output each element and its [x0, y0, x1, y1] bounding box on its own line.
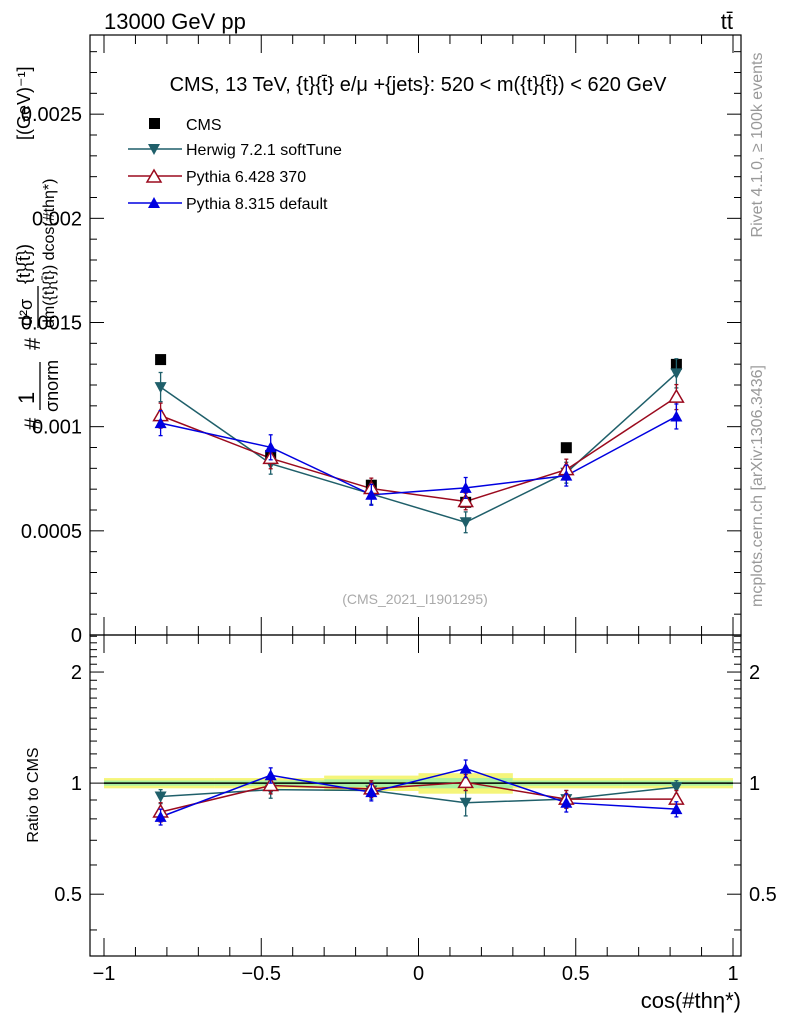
ylabel-d2sigma: d²σ — [16, 299, 36, 326]
main-point-pythia-8-315-default — [365, 488, 378, 500]
x-tick-label: 0.5 — [562, 963, 590, 985]
main-series-layer — [152, 354, 685, 534]
energy-label: 13000 GeV pp — [104, 9, 246, 34]
main-point-pythia-8-315-default — [154, 417, 167, 429]
main-axis-ticks: 0.0005 0.001 0.0015 0.002 0.0025 0 — [21, 35, 741, 647]
process-label: tt̄ — [721, 9, 733, 34]
main-point-cms — [560, 442, 572, 454]
mcplots-label: mcplots.cern.ch [arXiv:1306.3436] — [749, 365, 766, 607]
main-point-pythia-8-315-default — [560, 469, 573, 481]
ratio-point-herwig-7-2-1-softtune — [670, 782, 683, 794]
x-tick-label: 0 — [413, 963, 424, 985]
ratio-series-line-pythia-6-428-370 — [160, 781, 677, 813]
main-point-herwig-7-2-1-softtune — [459, 517, 472, 529]
ratio-y-axis-label: Ratio to CMS — [25, 747, 42, 842]
ratio-y-tick-label-right: 0.5 — [749, 884, 777, 906]
legend-label-pythia8: Pythia 8.315 default — [186, 196, 328, 213]
legend-label-cms: CMS — [186, 117, 222, 134]
ylabel-one: 1 — [14, 392, 39, 404]
ylabel-hash-1: # — [20, 417, 45, 430]
main-point-cms — [155, 354, 167, 366]
legend-item-herwig: Herwig 7.2.1 softTune — [128, 142, 342, 159]
main-series-line-pythia-6-428-370 — [160, 396, 677, 503]
ratio-y-tick-label-left: 0.5 — [54, 884, 82, 906]
legend-item-pythia8: Pythia 8.315 default — [128, 196, 328, 213]
main-point-pythia-6-428-370 — [668, 388, 685, 403]
ratio-y-tick-label-left: 2 — [71, 662, 82, 684]
ratio-axis-ticks: 0.5 0.5 1 1 2 2 −1 −0.5 0 0.5 1 — [54, 635, 777, 985]
ylabel-ttbar: {t}{t̄}) — [14, 244, 34, 284]
ratio-point-herwig-7-2-1-softtune — [154, 791, 167, 803]
ratio-point-pythia-6-428-370 — [262, 777, 279, 792]
main-y-tick-label: 0.002 — [32, 208, 82, 230]
main-y-tick-label: 0.0015 — [21, 313, 82, 335]
main-point-pythia-8-315-default — [459, 481, 472, 493]
ratio-point-pythia-8-315-default — [670, 803, 683, 815]
x-tick-label: −1 — [93, 963, 116, 985]
legend-item-pythia6: Pythia 6.428 370 — [128, 168, 306, 186]
ratio-y-tick-label-right: 1 — [749, 773, 760, 795]
legend-marker-cms — [149, 118, 160, 129]
ratio-series-layer — [152, 759, 685, 826]
analysis-watermark: (CMS_2021_I1901295) — [342, 591, 488, 607]
ylabel-hash-2: # — [20, 337, 45, 350]
main-point-herwig-7-2-1-softtune — [154, 382, 167, 394]
main-point-pythia-8-315-default — [264, 441, 277, 453]
main-y-tick-label: 0.001 — [32, 417, 82, 439]
x-axis-label: cos(#thη*) — [641, 988, 741, 1013]
ylabel-denominator: dm({t}{t̄}) dcos(#thη*) — [41, 179, 58, 328]
x-tick-label: −0.5 — [242, 963, 281, 985]
legend-item-cms: CMS — [149, 117, 222, 134]
legend-label-herwig: Herwig 7.2.1 softTune — [186, 142, 342, 159]
ratio-plot-frame — [89, 634, 742, 957]
ratio-point-pythia-8-315-default — [154, 810, 167, 822]
ratio-series-line-herwig-7-2-1-softtune — [160, 786, 677, 804]
ratio-point-pythia-8-315-default — [560, 796, 573, 808]
chart-title: CMS, 13 TeV, {t}{t̄} e/μ +{jets}: 520 < … — [170, 74, 668, 96]
ylabel-units: [(GeV)⁻¹] — [14, 66, 34, 140]
main-point-pythia-8-315-default — [670, 410, 683, 422]
x-tick-label: 1 — [727, 963, 738, 985]
legend: CMS Herwig 7.2.1 softTune Pythia 6.428 3… — [128, 117, 342, 213]
main-y-axis-label: # 1 σnorm # d²σ dm({t}{t̄}) dcos(#thη*) … — [14, 66, 62, 430]
main-y-tick-label: 0.0025 — [21, 104, 82, 126]
main-point-pythia-6-428-370 — [457, 492, 474, 508]
ratio-y-tick-label-right: 2 — [749, 662, 760, 684]
ratio-point-pythia-8-315-default — [459, 762, 472, 774]
ratio-point-pythia-8-315-default — [264, 769, 277, 781]
ratio-series-line-pythia-8-315-default — [160, 767, 677, 818]
ylabel-sigma-norm: σnorm — [42, 360, 62, 412]
main-point-herwig-7-2-1-softtune — [670, 368, 683, 380]
main-series-line-pythia-8-315-default — [160, 415, 677, 496]
legend-marker-pythia8 — [148, 197, 160, 208]
main-plot-panel: 0.0005 0.001 0.0015 0.002 0.0025 0 CMS, 13 Te… — [14, 34, 742, 647]
ratio-y-tick-label-left: 1 — [71, 773, 82, 795]
ratio-point-pythia-6-428-370 — [457, 773, 474, 789]
ratio-point-herwig-7-2-1-softtune — [459, 797, 472, 809]
ratio-point-pythia-8-315-default — [365, 786, 378, 798]
legend-marker-pythia6 — [145, 168, 163, 183]
legend-label-pythia6: Pythia 6.428 370 — [186, 169, 306, 186]
legend-marker-herwig — [148, 144, 160, 155]
main-y-tick-label: 0 — [71, 625, 82, 647]
main-y-tick-label: 0.0005 — [21, 521, 82, 543]
rivet-label: Rivet 4.1.0, ≥ 100k events — [749, 53, 766, 238]
ratio-plot-panel: 0.5 0.5 1 1 2 2 −1 −0.5 0 0.5 1 Ratio to CMS cos(#… — [25, 634, 777, 1013]
